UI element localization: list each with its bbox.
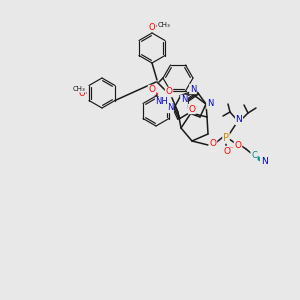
Text: C: C [251,152,257,160]
Text: O: O [166,88,172,97]
Text: N: N [190,85,196,94]
Text: O: O [224,146,230,155]
Text: P: P [223,133,229,143]
Text: CH₃: CH₃ [158,22,171,28]
Text: O: O [209,139,217,148]
Text: O: O [188,104,196,113]
Text: CH₃: CH₃ [73,86,86,92]
Text: O: O [79,88,85,98]
Text: N: N [236,116,242,124]
Text: N: N [167,103,173,112]
Text: O: O [235,140,242,149]
Text: N: N [207,100,213,109]
Text: O: O [149,22,155,32]
Text: NH: NH [156,98,168,106]
Text: ⁻: ⁻ [230,146,234,152]
Text: O: O [148,85,155,94]
Text: N: N [181,95,187,104]
Text: N: N [261,157,267,166]
